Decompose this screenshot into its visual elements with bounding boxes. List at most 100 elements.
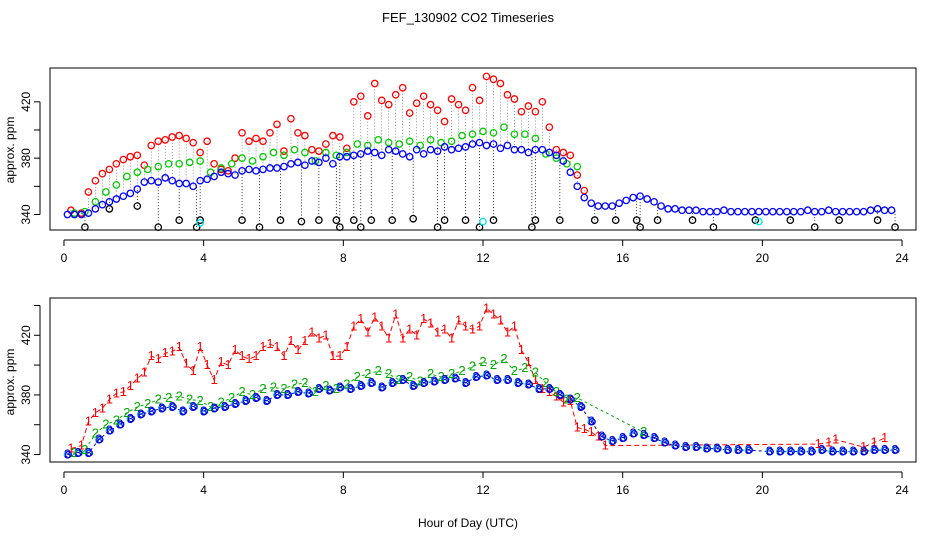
marker-label: 2 [563,391,570,406]
data-point [419,150,428,158]
data-point [203,175,211,184]
data-point [489,216,498,224]
marker-label: 2 [176,388,183,403]
marker-label: 3 [850,444,857,459]
data-point [840,447,848,456]
data-point [161,135,170,144]
top-x-tick-label: 8 [340,251,347,265]
marker-label: 1 [870,435,877,450]
marker-label: 2 [102,417,109,432]
data-point [706,207,714,216]
marker-label: 3 [787,444,794,459]
marker-label: 3 [766,444,773,459]
data-point [433,147,442,155]
data-point [468,83,477,92]
data-point [735,446,743,454]
data-point [112,159,121,168]
data-point [594,202,603,210]
data-point [294,128,302,137]
data-point [611,216,620,224]
marker-label: 1 [273,339,280,354]
data-point [559,157,568,165]
data-point [714,444,722,453]
marker-label: 2 [207,399,214,414]
data-point [301,131,309,140]
data-point [630,430,638,438]
data-point [632,216,641,224]
data-point [154,137,163,146]
marker-label: 1 [301,333,308,348]
data-point [887,206,896,215]
marker-label: 2 [155,391,162,406]
data-point [664,205,672,213]
data-point [210,159,218,168]
marker-label: 2 [479,354,486,369]
marker-label: 2 [354,369,361,384]
data-point [328,159,337,168]
data-point [217,168,225,177]
marker-label: 1 [329,348,336,363]
marker-label: 1 [217,354,224,369]
marker-label: 1 [343,339,350,354]
marker-label: 3 [74,445,81,460]
data-point [232,400,240,408]
data-point [682,443,691,451]
data-point [168,176,177,185]
data-point [148,407,156,415]
data-point [322,148,330,157]
data-point [63,210,72,219]
data-point [699,207,707,216]
data-point [552,145,561,154]
data-point [489,75,498,84]
data-point [536,385,544,393]
marker-label: 1 [308,324,315,339]
data-point [363,112,372,120]
data-point [433,106,442,115]
data-point [538,97,547,106]
marker-label: 3 [640,427,647,442]
data-point [276,216,285,224]
marker-label: 1 [476,318,483,333]
data-point [447,95,456,103]
bottom-x-tick-label: 8 [340,483,347,497]
data-point [175,159,184,168]
bottom-y-axis-label: approx. ppm [3,349,17,416]
data-point [273,164,281,172]
data-point [880,206,889,215]
marker-label: 1 [455,312,462,327]
data-point [768,207,777,216]
data-point [462,379,471,387]
data-point [748,207,756,216]
marker-label: 3 [577,399,584,414]
data-point [185,158,194,167]
data-point [295,388,303,396]
marker-label: 1 [385,330,392,345]
chart-title: FEF_130902 CO2 Timeseries [382,10,554,25]
marker-label: 3 [692,439,699,454]
marker-label: 1 [350,318,357,333]
data-point [105,197,114,206]
marker-label: 2 [396,372,403,387]
data-point [349,97,358,106]
marker-label: 1 [860,439,867,454]
data-point [127,415,135,423]
data-point [475,138,484,147]
data-point [405,152,414,161]
data-point [274,391,282,399]
data-point [766,447,774,456]
marker-label: 3 [451,371,458,386]
data-point [231,171,239,179]
data-point [245,137,253,146]
data-point [552,151,561,160]
bottom-x-tick-label: 4 [200,483,207,497]
data-point [315,216,323,224]
data-point [650,197,658,206]
marker-label: 1 [511,318,518,333]
marker-label: 2 [165,390,172,405]
data-point [203,137,211,146]
bottom-y-tick-label: 340 [19,444,33,464]
data-point [337,383,345,392]
data-point [440,117,449,126]
data-point [85,449,94,457]
marker-label: 2 [322,378,329,393]
